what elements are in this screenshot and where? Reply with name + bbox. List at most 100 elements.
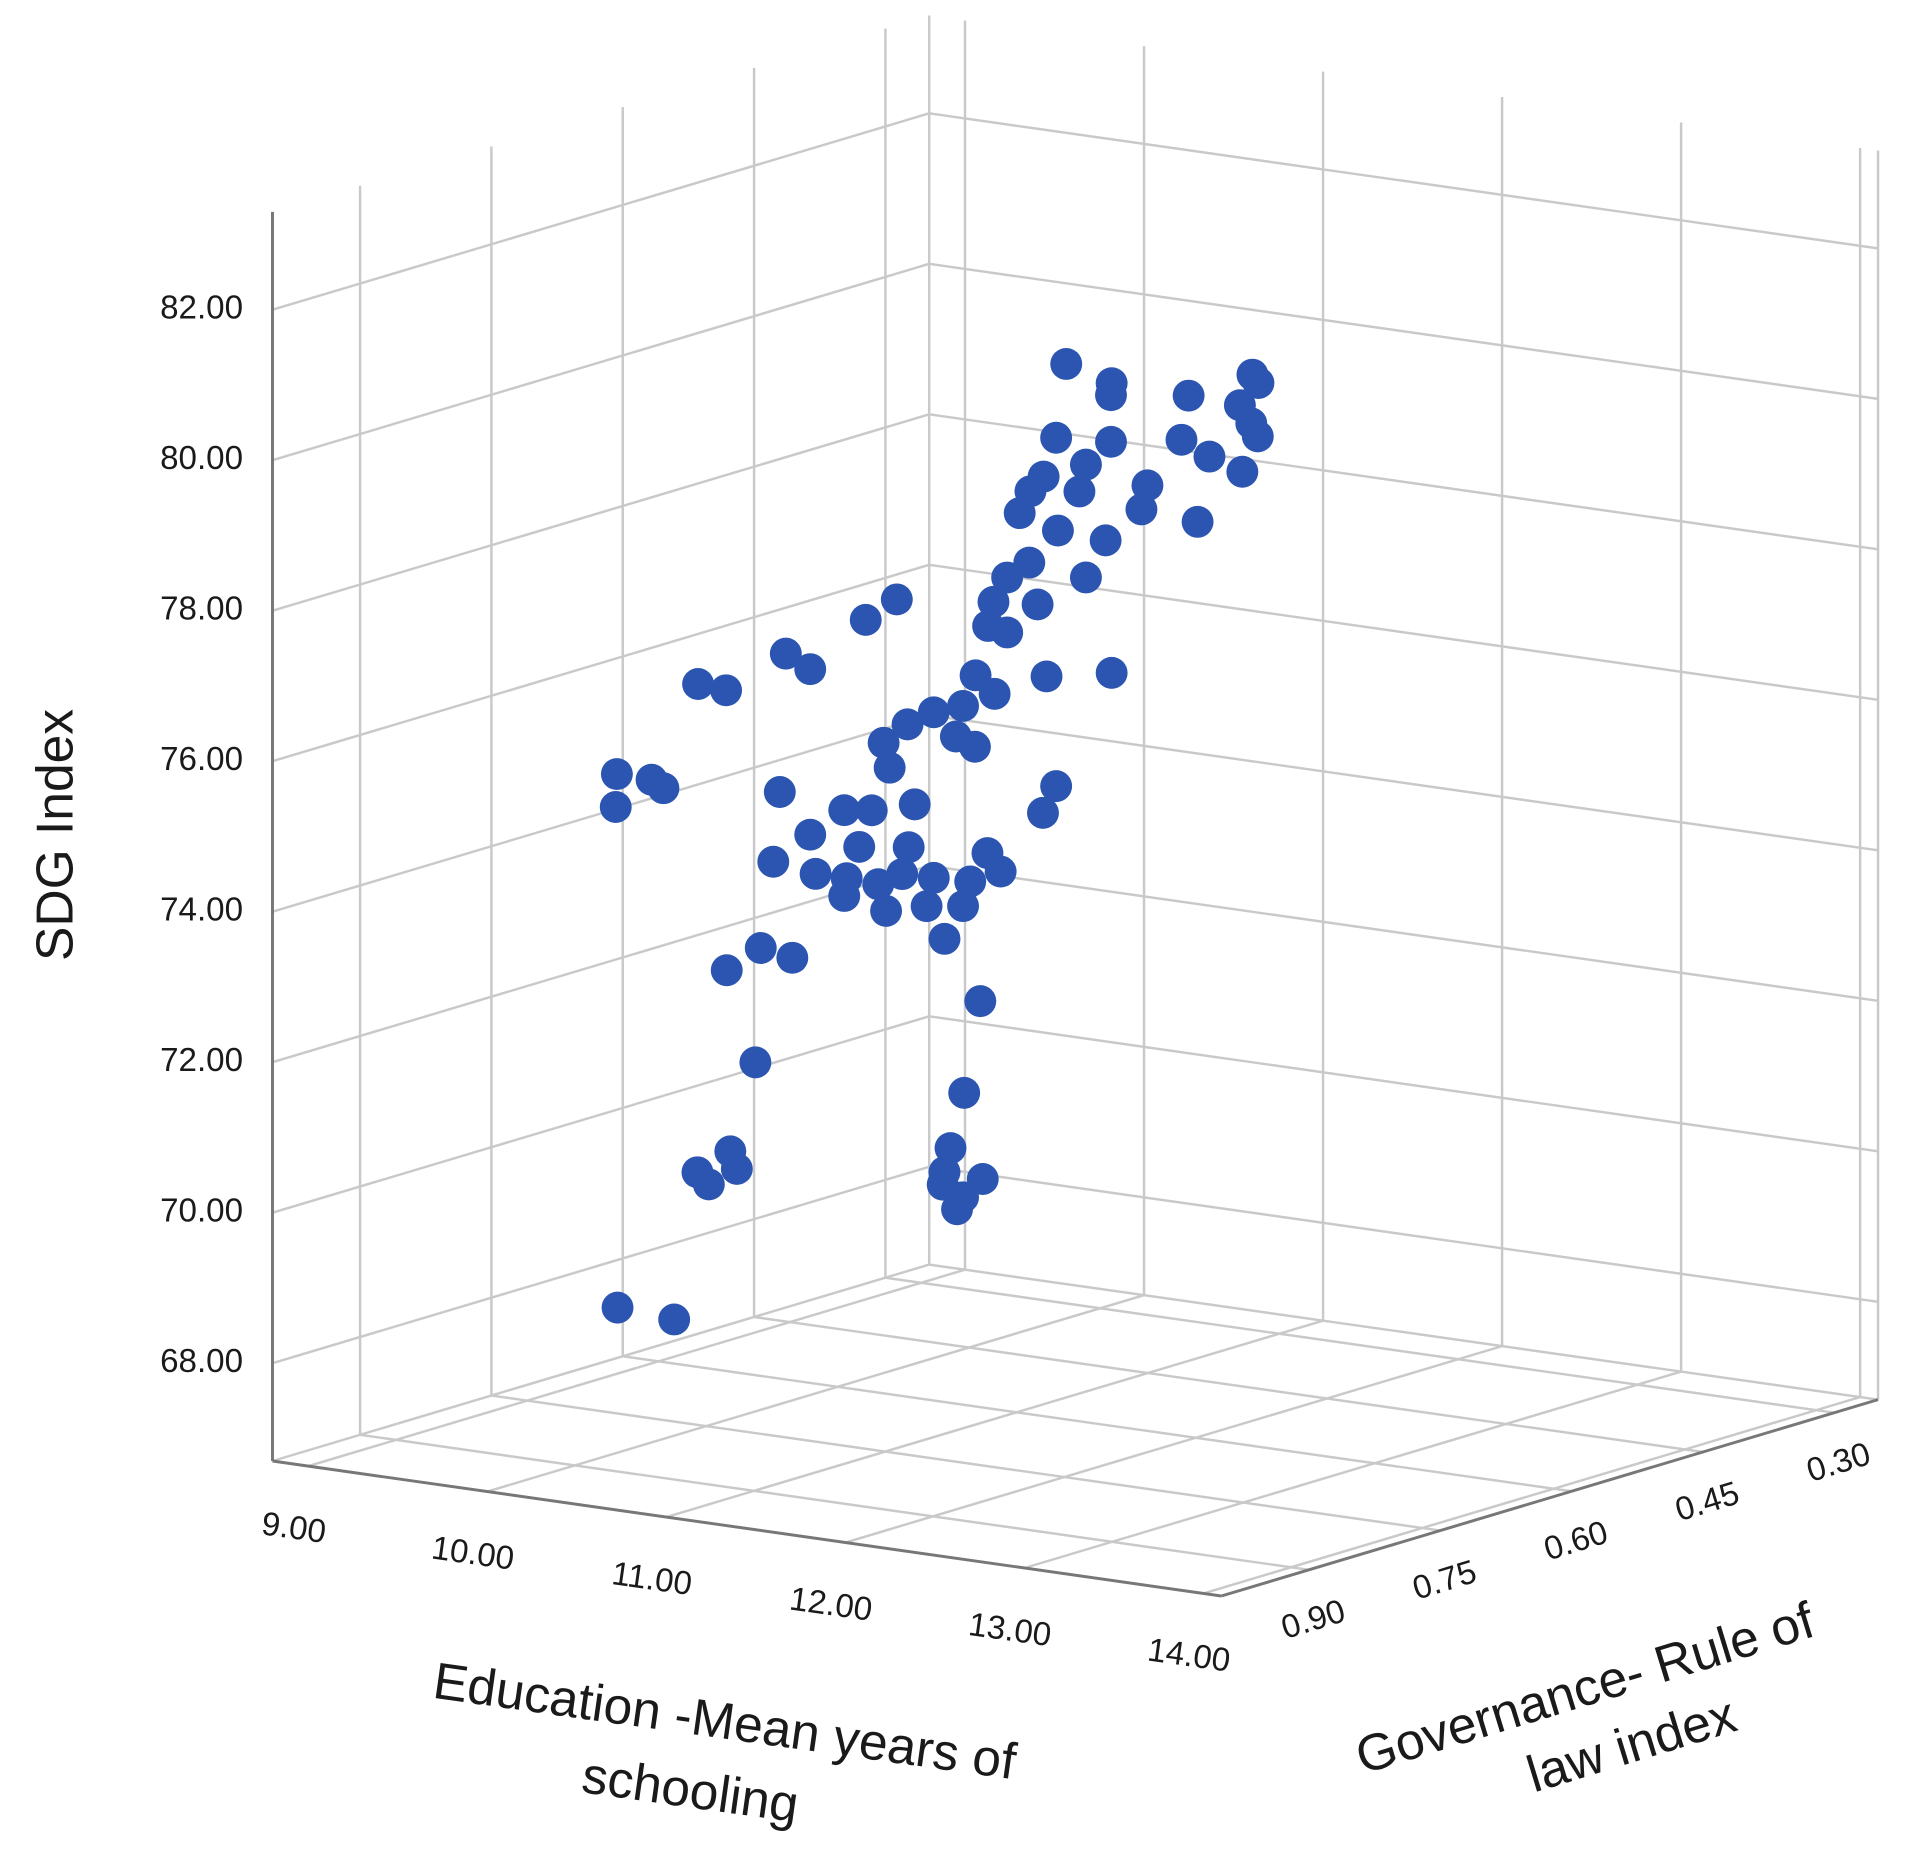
point [947, 689, 980, 722]
y-tick-label: 82.00 [160, 289, 243, 326]
point [870, 894, 903, 927]
x-tick-label: 9.00 [259, 1505, 328, 1551]
x-tick-label: 12.00 [787, 1581, 874, 1629]
z-tick-label: 0.75 [1408, 1553, 1480, 1607]
y-tick-label: 68.00 [160, 1343, 243, 1380]
point [710, 954, 743, 987]
grid-line [272, 714, 930, 913]
point [1069, 561, 1102, 594]
point [799, 857, 832, 890]
point [828, 880, 861, 912]
point [682, 668, 715, 700]
y-axis-title: SDG Index [26, 709, 84, 961]
grid-line [272, 413, 930, 612]
grid-line [272, 1015, 930, 1214]
point [763, 776, 796, 808]
point [958, 730, 991, 763]
grid-line [1203, 1395, 1861, 1595]
grid-line [929, 262, 1879, 401]
x-tick-label: 14.00 [1145, 1631, 1232, 1679]
point [1021, 588, 1054, 621]
point [964, 985, 997, 1018]
z-tick-label: 0.90 [1277, 1593, 1349, 1647]
grid-line [845, 1344, 1503, 1544]
point [601, 1291, 634, 1324]
point [757, 845, 790, 878]
point [849, 603, 882, 636]
grid-line [929, 1015, 1879, 1153]
grid-line [622, 1355, 1572, 1493]
grid-line [307, 1268, 966, 1468]
point [1095, 656, 1128, 689]
points [599, 348, 1275, 1336]
point [1095, 379, 1127, 412]
grid-line [753, 1315, 1704, 1454]
grid-line [272, 1165, 930, 1365]
point [1050, 348, 1083, 380]
point [1041, 514, 1074, 547]
point [917, 696, 950, 729]
x-tick-label: 10.00 [429, 1530, 516, 1578]
point [720, 1152, 753, 1185]
y-tick-label: 74.00 [160, 891, 243, 928]
point [1181, 505, 1214, 538]
point [855, 794, 888, 827]
grid-line [666, 1319, 1324, 1519]
point [1040, 421, 1073, 454]
z-tick-label: 0.45 [1671, 1475, 1743, 1529]
point [739, 1046, 772, 1079]
point [1027, 796, 1059, 829]
grid-line [272, 864, 930, 1064]
point [794, 818, 827, 851]
point [886, 858, 919, 891]
point [843, 830, 876, 863]
z-axis [1220, 1398, 1879, 1598]
box-edge [272, 1263, 930, 1463]
point [991, 616, 1024, 649]
point [794, 653, 827, 686]
point [984, 855, 1017, 888]
z-tick-label: 0.60 [1540, 1514, 1612, 1568]
point [1242, 367, 1275, 399]
point [898, 788, 931, 821]
point [862, 868, 895, 901]
grid-line [272, 112, 930, 311]
point [867, 726, 900, 759]
point [828, 794, 861, 827]
grid-line [929, 413, 1879, 551]
point [917, 861, 950, 894]
point [1095, 425, 1127, 458]
grid-line [929, 563, 1879, 702]
point [599, 791, 632, 823]
x-tick-label: 11.00 [609, 1555, 694, 1603]
point [892, 831, 925, 864]
grid-line [491, 1394, 1441, 1532]
grid-line [929, 714, 1879, 852]
point [948, 1076, 981, 1109]
point [1003, 497, 1036, 530]
point [928, 922, 961, 955]
y-tick-label: 76.00 [160, 741, 243, 778]
point [600, 758, 633, 791]
grid-line [929, 864, 1879, 1003]
point [1165, 423, 1198, 456]
y-tick-label: 70.00 [160, 1192, 243, 1229]
point [1172, 379, 1205, 412]
point [991, 561, 1024, 594]
grid-line [486, 1293, 1145, 1493]
grid-line [359, 1433, 1310, 1572]
point [1226, 455, 1259, 488]
y-tick-label: 78.00 [160, 590, 243, 627]
labels: 68.00 70.00 72.00 74.00 76.00 78.00 80.00 82.00… [26, 289, 1875, 1833]
grid-line [272, 563, 930, 763]
point [647, 772, 680, 805]
grid-line [929, 112, 1879, 250]
point [954, 865, 987, 898]
point [880, 583, 913, 616]
point [1030, 660, 1063, 693]
grid [271, 15, 1880, 1598]
point [978, 677, 1011, 710]
x-axis [272, 1459, 1222, 1598]
point [658, 1303, 691, 1336]
point [947, 890, 980, 923]
